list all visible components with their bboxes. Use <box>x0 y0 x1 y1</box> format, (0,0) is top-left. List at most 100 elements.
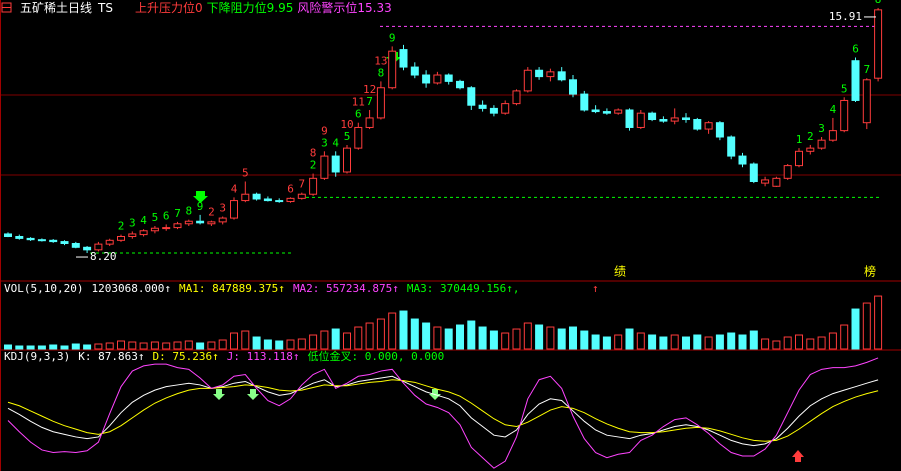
volume-bar <box>230 332 238 350</box>
readout: MA1: 847889.375↑ <box>179 282 285 295</box>
td-count: 2 <box>310 159 317 172</box>
candle-body <box>659 119 668 122</box>
volume-bar <box>26 345 35 350</box>
volume-bar <box>388 312 397 350</box>
volume-bar <box>365 322 374 350</box>
level-label: 上升压力位0 <box>135 0 203 15</box>
candle-body <box>105 239 114 245</box>
td-count: 6 <box>163 209 170 222</box>
candle-body <box>546 71 555 78</box>
signal-arrow <box>247 389 259 400</box>
volume-bar <box>275 340 284 350</box>
volume-bar <box>105 342 114 350</box>
volume-bar <box>94 343 103 350</box>
volume-bar <box>422 322 431 350</box>
readout: MA3: 370449.156↑, <box>407 282 520 295</box>
candle-body <box>60 241 69 244</box>
candle-body <box>275 200 284 203</box>
candle-body <box>749 163 758 183</box>
td-count: 4 <box>231 182 238 195</box>
td-count: 8 <box>310 147 317 160</box>
td-count: 7 <box>863 63 870 76</box>
volume-bar <box>535 324 544 350</box>
event-note[interactable]: 绩 <box>614 265 626 279</box>
td-count: 2 <box>118 220 125 233</box>
td-count: 8 <box>378 66 385 79</box>
volume-bar <box>196 342 205 350</box>
candle-body <box>795 150 803 167</box>
candle-body <box>670 117 679 122</box>
candle-body <box>365 117 374 128</box>
volume-bar <box>444 328 453 350</box>
td-count: 6 <box>852 43 859 56</box>
kdj-lines <box>7 357 879 469</box>
td-count: 6 <box>355 108 362 121</box>
volume-bar <box>399 310 408 350</box>
candle-body <box>682 117 690 121</box>
volume-bar <box>83 344 92 350</box>
kdj-line <box>7 375 879 447</box>
volume-bar <box>806 338 815 350</box>
volume-bar <box>580 330 589 350</box>
candle-body <box>535 69 544 78</box>
td-count: 8 <box>185 205 192 218</box>
volume-bar <box>162 342 171 350</box>
candle-body <box>173 223 182 229</box>
candle-body <box>704 122 713 130</box>
period: 日线 <box>68 1 92 15</box>
readout: K: 87.863↑ <box>78 350 144 363</box>
volume-bar <box>874 295 883 350</box>
event-note[interactable]: 榜 <box>864 264 876 279</box>
td-count: 5 <box>841 82 848 95</box>
candle-body <box>297 193 306 199</box>
volume-bar <box>320 330 329 350</box>
td-count: 13 <box>374 54 387 67</box>
level-legend: 上升压力位0 下降阻力位9.95 风险警示位15.33 <box>135 0 392 15</box>
td-count: 9 <box>321 124 328 137</box>
volume-bar <box>659 336 668 350</box>
candle-body <box>648 112 657 121</box>
vol-header: VOL(5,10,20) 1203068.000↑ MA1: 847889.375↑… <box>4 282 520 295</box>
td-count: 7 <box>174 207 181 220</box>
volume-bar <box>15 345 24 350</box>
candle-body <box>614 109 623 114</box>
volume-bar <box>456 324 464 350</box>
candle-body <box>727 136 736 157</box>
candle-body <box>117 235 125 241</box>
candle-body <box>83 246 92 251</box>
candle-body <box>761 179 770 184</box>
candle-body <box>523 69 532 92</box>
volume-bar <box>704 336 713 350</box>
volume-bar <box>139 342 148 350</box>
candle-body <box>410 66 419 76</box>
level-label: 下降阻力位9.95 <box>207 0 294 15</box>
candle-body <box>874 9 883 79</box>
volume-bar <box>602 336 611 350</box>
candle-body <box>331 155 340 173</box>
volume-bar <box>569 326 577 350</box>
volume-bar <box>410 318 419 350</box>
candle-body <box>94 243 103 251</box>
volume-bar <box>727 332 736 350</box>
candle-body <box>828 130 837 141</box>
candle-body <box>252 193 261 200</box>
volume-bar <box>309 334 318 350</box>
mode: TS <box>97 1 113 15</box>
vol-title: VOL(5,10,20) <box>4 282 83 295</box>
candle-body <box>625 109 634 128</box>
candle-body <box>569 79 577 95</box>
candle-body <box>4 233 12 237</box>
candle-body <box>263 198 272 202</box>
volume-bar <box>614 334 623 350</box>
volume-bar <box>297 338 306 350</box>
td-count: 7 <box>366 95 373 108</box>
td-count: 1 <box>796 133 803 146</box>
candle-body <box>286 197 295 203</box>
candle-body <box>15 235 24 239</box>
candle-body <box>207 221 216 225</box>
candle-body <box>230 200 238 219</box>
candle-body <box>241 193 250 202</box>
candle-body <box>489 107 498 114</box>
